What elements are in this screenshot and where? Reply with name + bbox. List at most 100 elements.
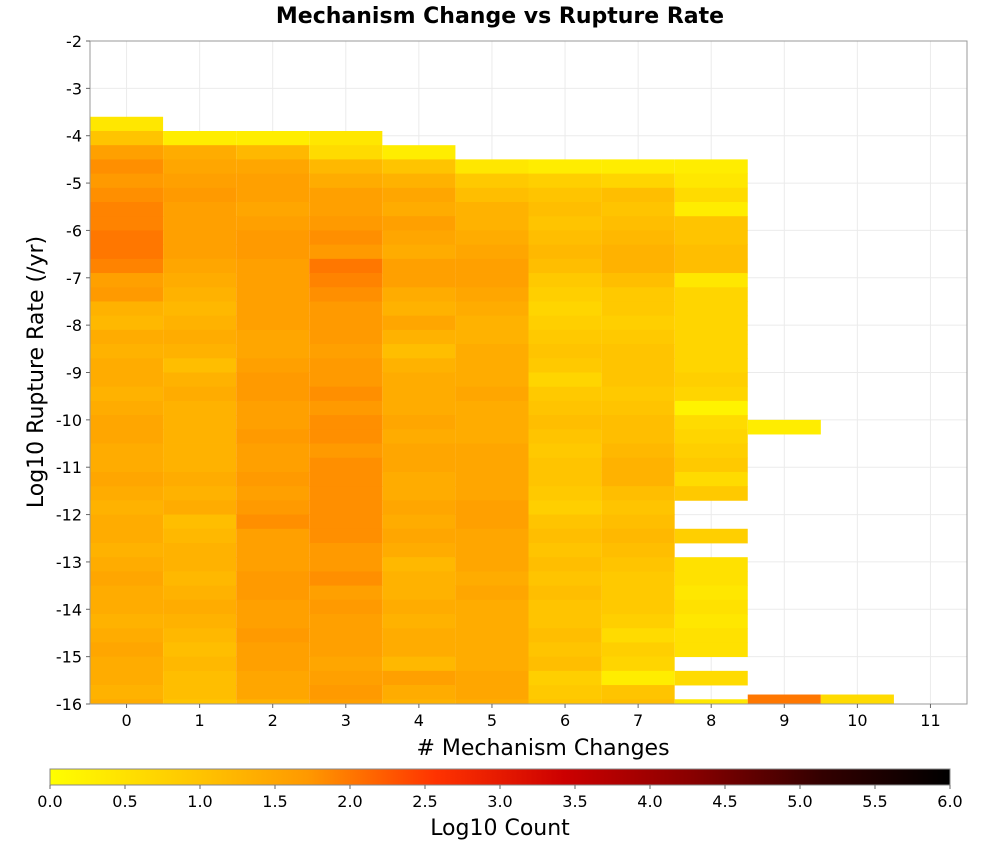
y-tick-label: -16 — [56, 695, 82, 714]
heatmap-cell — [382, 358, 456, 373]
heatmap-cell — [601, 514, 675, 530]
heatmap-cell — [163, 273, 237, 288]
heatmap-cell — [528, 656, 602, 672]
heatmap-cell — [309, 258, 383, 274]
y-tick-label: -11 — [56, 458, 82, 477]
heatmap-cell — [674, 315, 748, 331]
heatmap-cell — [601, 599, 675, 615]
heatmap-cell — [309, 514, 383, 530]
heatmap-cell — [90, 244, 164, 260]
heatmap-cell — [601, 699, 675, 705]
heatmap-cell — [163, 670, 237, 686]
heatmap-cells — [90, 116, 894, 705]
heatmap-cell — [90, 614, 164, 629]
heatmap-cell — [382, 258, 456, 274]
colorbar-tick-label: 3.0 — [487, 792, 512, 811]
heatmap-cell — [528, 329, 602, 345]
heatmap-cell — [236, 187, 310, 203]
heatmap-cell — [674, 287, 748, 302]
heatmap-cell — [601, 216, 675, 231]
colorbar-tick-label: 5.0 — [787, 792, 812, 811]
heatmap-cell — [528, 457, 602, 473]
heatmap-cell — [163, 415, 237, 430]
heatmap-cell — [528, 315, 602, 331]
heatmap-cell — [309, 358, 383, 373]
heatmap-cell — [163, 429, 237, 444]
heatmap-cell — [601, 372, 675, 388]
y-tick-label: -14 — [56, 600, 82, 619]
heatmap-cell — [163, 372, 237, 388]
x-tick-label: 3 — [341, 711, 351, 730]
heatmap-cell — [236, 386, 310, 402]
heatmap-cell — [236, 415, 310, 430]
heatmap-cell — [674, 599, 748, 615]
heatmap-cell — [309, 130, 383, 146]
heatmap-cell — [455, 216, 529, 231]
heatmap-cell — [674, 642, 748, 658]
heatmap-cell — [90, 642, 164, 658]
heatmap-cell — [674, 273, 748, 288]
heatmap-cell — [528, 301, 602, 317]
heatmap-cell — [601, 585, 675, 601]
heatmap-cell — [236, 287, 310, 302]
heatmap-cell — [455, 301, 529, 317]
heatmap-cell — [455, 542, 529, 558]
heatmap-cell — [528, 599, 602, 615]
y-tick-label: -4 — [66, 127, 82, 146]
heatmap-cell — [90, 429, 164, 444]
heatmap-cell — [163, 386, 237, 402]
heatmap-cell — [528, 372, 602, 388]
heatmap-cell — [236, 130, 310, 146]
heatmap-cell — [455, 187, 529, 203]
heatmap-cell — [601, 500, 675, 515]
heatmap-cell — [382, 514, 456, 530]
heatmap-cell — [382, 542, 456, 558]
heatmap-cell — [163, 528, 237, 544]
heatmap-cell — [309, 145, 383, 160]
y-tick-label: -8 — [66, 316, 82, 335]
heatmap-cell — [163, 642, 237, 658]
heatmap-cell — [528, 500, 602, 515]
heatmap-cell — [382, 685, 456, 700]
heatmap-cell — [455, 400, 529, 416]
heatmap-cell — [455, 244, 529, 260]
heatmap-cell — [455, 685, 529, 700]
colorbar-tick-label: 6.0 — [937, 792, 962, 811]
heatmap-cell — [674, 585, 748, 601]
heatmap-cell — [382, 159, 456, 174]
heatmap-cell — [528, 557, 602, 572]
heatmap-cell — [674, 301, 748, 317]
heatmap-cell — [90, 315, 164, 331]
heatmap-cell — [820, 694, 894, 705]
heatmap-cell — [382, 699, 456, 705]
heatmap-cell — [236, 202, 310, 217]
heatmap-cell — [674, 244, 748, 260]
heatmap-cell — [382, 145, 456, 160]
heatmap-cell — [528, 486, 602, 501]
heatmap-cell — [455, 471, 529, 487]
heatmap-cell — [90, 528, 164, 544]
heatmap-cell — [455, 315, 529, 331]
heatmap-cell — [674, 486, 748, 501]
heatmap-cell — [455, 358, 529, 373]
colorbar-tick-label: 3.5 — [562, 792, 587, 811]
heatmap-cell — [236, 585, 310, 601]
heatmap-cell — [90, 130, 164, 146]
x-tick-label: 2 — [268, 711, 278, 730]
heatmap-cell — [674, 628, 748, 643]
heatmap-cell — [90, 344, 164, 359]
heatmap-cell — [382, 571, 456, 587]
heatmap-cell — [601, 159, 675, 174]
heatmap-cell — [674, 372, 748, 388]
heatmap-cell — [309, 571, 383, 587]
heatmap-cell — [455, 571, 529, 587]
x-tick-label: 4 — [414, 711, 424, 730]
heatmap-cell — [601, 429, 675, 444]
heatmap-cell — [236, 173, 310, 189]
heatmap-cell — [236, 400, 310, 416]
heatmap-cell — [236, 301, 310, 317]
heatmap-cell — [528, 542, 602, 558]
heatmap-cell — [601, 542, 675, 558]
heatmap-cell — [163, 500, 237, 515]
